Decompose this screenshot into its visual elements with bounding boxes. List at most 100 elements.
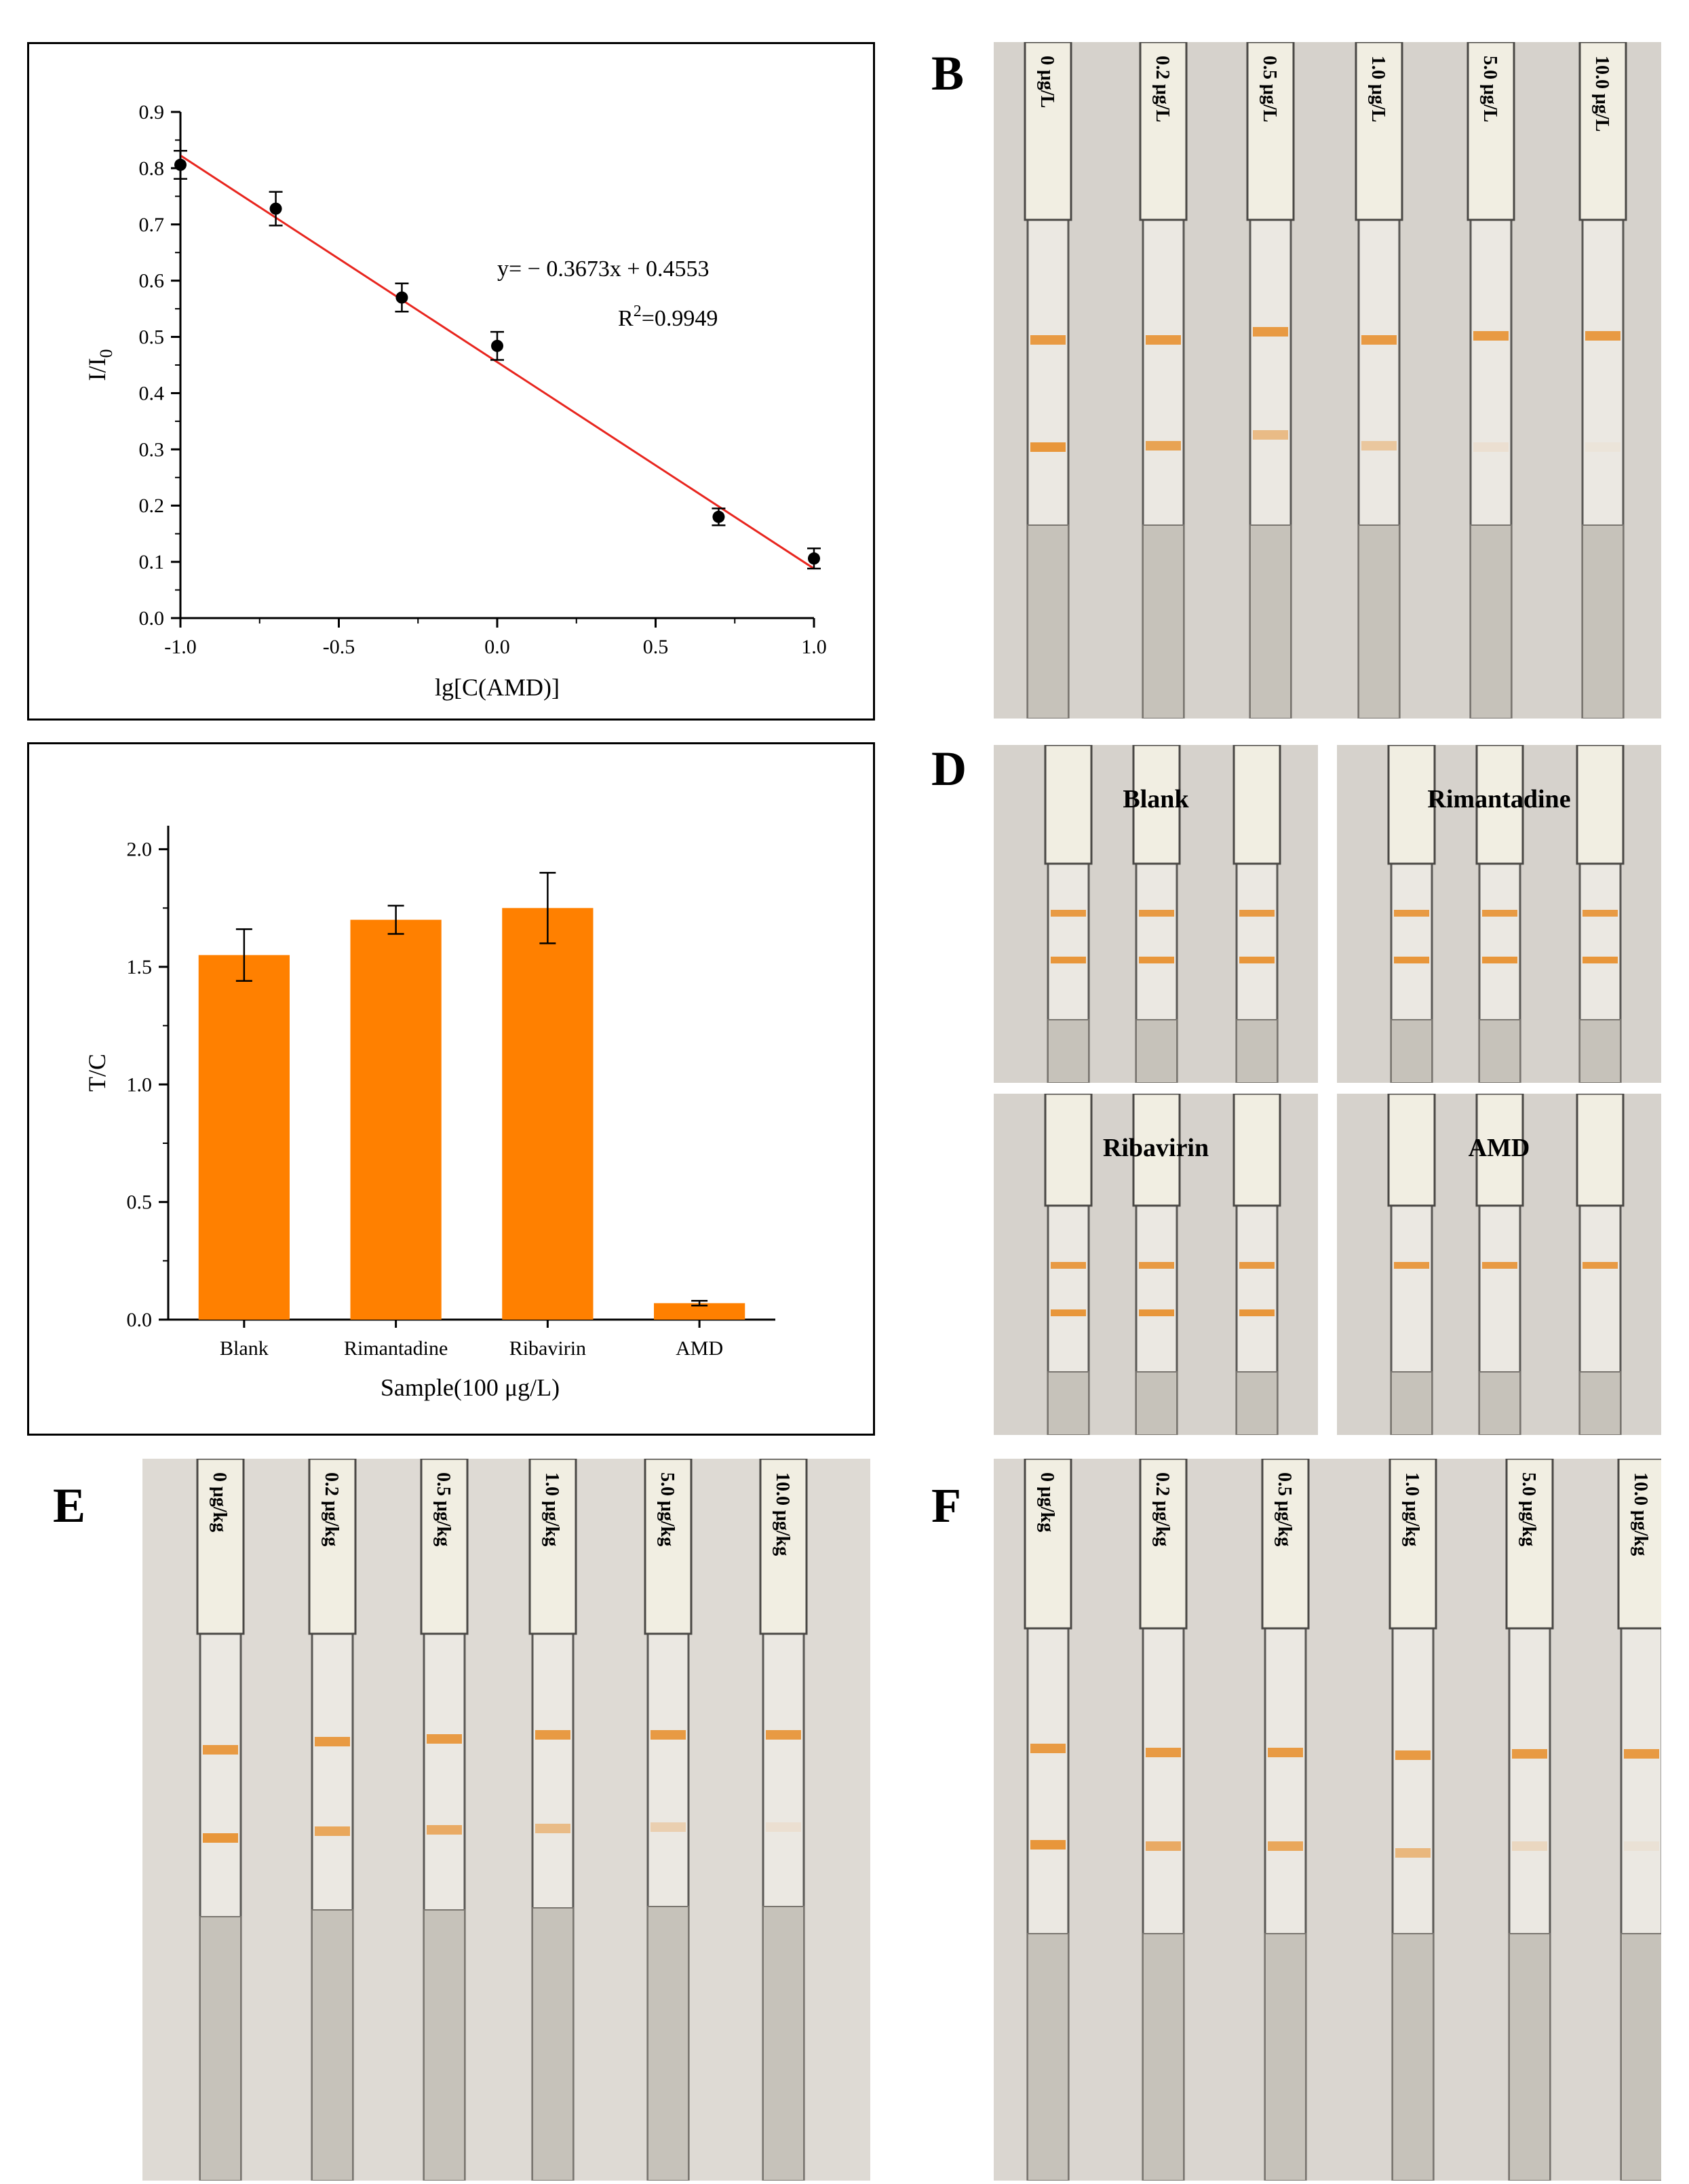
control-line: [1361, 335, 1397, 345]
strip-photo-e: 0 μg/kg 0.2 μg/kg 0.5 μg/kg 1.0 μg/kg 5.0 μg…: [142, 1459, 870, 2181]
absorbent-pad: [1142, 1933, 1184, 2181]
x-tick-label: Blank: [220, 1337, 269, 1360]
y-tick-label: 0.0: [139, 607, 165, 630]
absorbent-pad: [1358, 524, 1400, 719]
test-strip: 10.0 μg/kg: [1617, 1459, 1661, 2181]
test-strip: 5.0 μg/kg: [1505, 1459, 1554, 2181]
control-line: [1239, 910, 1275, 917]
x-axis-label: lg[C(AMD)]: [435, 674, 560, 701]
control-line: [427, 1734, 462, 1744]
specificity-photo-rimantadine: Rimantadine: [1337, 745, 1661, 1083]
absorbent-pad: [1264, 1933, 1306, 2181]
y-tick-label: 0.8: [139, 157, 165, 180]
y-axis-label: I/I0: [83, 349, 116, 381]
test-line: [1624, 1841, 1659, 1851]
absorbent-pad: [1142, 524, 1184, 719]
test-strip: 0 μg/kg: [1024, 1459, 1072, 2181]
sample-pad: [1467, 42, 1515, 221]
sample-pad: [1232, 745, 1281, 865]
sample-pad: [1505, 1459, 1554, 1630]
strip-concentration-label: 1.0 μg/kg: [1401, 1472, 1422, 1546]
y-tick-label: 2.0: [127, 839, 153, 861]
strip-concentration-label: 0.2 μg/kg: [321, 1472, 342, 1546]
strip-photo-b: 0 μg/L 0.2 μg/L 0.5 μg/L 1.0 μg/L 5.0 μg/L 10…: [994, 42, 1661, 719]
x-tick-label: Rimantadine: [344, 1337, 448, 1360]
absorbent-pad: [1027, 1933, 1069, 2181]
test-line: [1395, 1848, 1431, 1858]
sample-pad: [1024, 42, 1072, 221]
test-line: [1512, 1841, 1547, 1851]
point-marker: [712, 510, 725, 523]
control-line: [1585, 331, 1620, 341]
strip-concentration-label: 0.5 μg/kg: [433, 1472, 454, 1546]
test-strip: [1387, 745, 1436, 1083]
sample-pad: [1044, 1094, 1093, 1207]
control-line: [1583, 1262, 1618, 1269]
y-tick-label: 0.5: [127, 1191, 153, 1214]
strip-concentration-label: 5.0 μg/kg: [1518, 1472, 1539, 1546]
test-strip: 1.0 μg/kg: [1389, 1459, 1437, 2181]
x-tick-label: Ribavirin: [509, 1337, 586, 1360]
absorbent-pad: [1620, 1933, 1661, 2181]
y-tick-label: 1.5: [127, 956, 153, 978]
test-strip: [1132, 1094, 1181, 1435]
x-axis-label: Sample(100 μg/L): [381, 1374, 560, 1401]
absorbent-pad: [1479, 1019, 1521, 1083]
control-line: [1512, 1749, 1547, 1759]
absorbent-pad: [532, 1907, 574, 2181]
sample-pad: [1617, 1459, 1661, 1630]
y-axis-label: T/C: [83, 1054, 111, 1092]
fit-equation: y= − 0.3673x + 0.4553: [497, 256, 710, 282]
absorbent-pad: [1470, 524, 1512, 719]
absorbent-pad: [1579, 1371, 1621, 1435]
photo-background: [994, 1459, 1661, 2181]
test-line: [1239, 957, 1275, 963]
test-line: [1030, 442, 1066, 452]
point-marker: [174, 158, 187, 171]
photo-background: [142, 1459, 870, 2181]
absorbent-pad: [1579, 1019, 1621, 1083]
control-line: [1394, 1262, 1429, 1269]
panel-letter-d: D: [931, 742, 967, 796]
sample-pad: [420, 1459, 469, 1635]
sample-pad: [1355, 42, 1403, 221]
test-strip: 0.2 μg/kg: [1139, 1459, 1188, 2181]
absorbent-pad: [1236, 1019, 1278, 1083]
absorbent-pad: [1391, 1019, 1433, 1083]
test-line: [1482, 957, 1517, 963]
bar-group: [502, 872, 594, 1320]
bar-group: [350, 904, 442, 1320]
strip-concentration-label: 0.2 μg/kg: [1152, 1472, 1173, 1546]
panel-letter-f: F: [931, 1478, 961, 1533]
x-tick-label: -1.0: [164, 636, 197, 658]
x-tick-label: 1.0: [801, 636, 827, 658]
absorbent-pad: [423, 1909, 465, 2181]
control-line: [1482, 1262, 1517, 1269]
test-line: [1051, 957, 1086, 963]
test-strip: 0.2 μg/kg: [308, 1459, 357, 2181]
control-line: [766, 1730, 801, 1740]
specificity-photo-amd: AMD: [1337, 1094, 1661, 1435]
control-line: [315, 1737, 350, 1746]
y-tick-label: 0.2: [139, 495, 165, 517]
strip-concentration-label: 10.0 μg/kg: [772, 1472, 793, 1556]
sample-pad: [1232, 1094, 1281, 1207]
y-tick-label: 1.0: [127, 1073, 153, 1096]
control-line: [1624, 1749, 1659, 1759]
test-strip: [1387, 1094, 1436, 1435]
absorbent-pad: [1135, 1371, 1178, 1435]
sample-pad: [1387, 1094, 1436, 1207]
bar: [198, 955, 290, 1320]
sample-pad: [1246, 42, 1295, 221]
control-line: [1239, 1262, 1275, 1269]
absorbent-pad: [1582, 524, 1624, 719]
sample-pad: [528, 1459, 577, 1635]
test-line: [766, 1822, 801, 1832]
test-line: [1268, 1841, 1303, 1851]
sample-pad: [1578, 42, 1627, 221]
test-line: [1361, 441, 1397, 451]
absorbent-pad: [1392, 1933, 1434, 2181]
test-line: [1473, 442, 1509, 452]
bar-group: [654, 1300, 745, 1320]
sample-pad: [1132, 745, 1181, 865]
